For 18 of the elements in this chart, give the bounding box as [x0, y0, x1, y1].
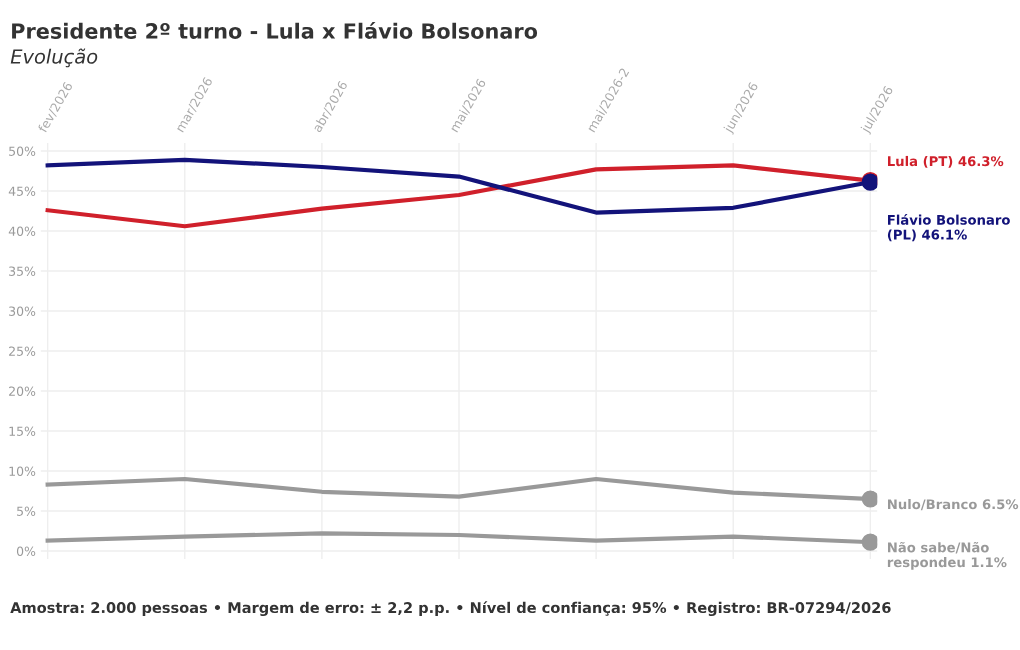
chart-subtitle: Evolução — [10, 48, 98, 68]
y-tick-label: 0% — [16, 546, 36, 556]
y-tick-label: 30% — [9, 306, 36, 316]
text: Não sabe/Não respondeu 1.1% — [887, 541, 1007, 570]
y-tick-label: 20% — [9, 386, 36, 396]
y-tick-label: 25% — [9, 346, 36, 356]
y-tick-label: 35% — [9, 266, 36, 276]
y-tick-label: 50% — [9, 146, 36, 156]
text: Amostra: 2.000 pessoas • Margem de erro: ± 2,2 p.p. • Nível de confiança: 95% • Registro: BR-07294/2026 — [10, 601, 891, 617]
y-tick-label: 15% — [9, 426, 36, 436]
text: Lula (PT) 46.3% — [888, 155, 1004, 168]
y-tick-label: 40% — [8, 226, 36, 236]
y-tick-label: 10% — [9, 466, 36, 476]
text: Nulo/Branco 6.5% — [888, 499, 1019, 511]
y-tick-label: 45% — [8, 186, 36, 196]
y-tick-label: 5% — [17, 506, 36, 516]
chart-title: Presidente 2º turno - Lula x Flávio Bolsonaro — [12, 21, 538, 39]
text: Flávio Bolsonaro (PL) 46.1% — [887, 214, 1010, 242]
